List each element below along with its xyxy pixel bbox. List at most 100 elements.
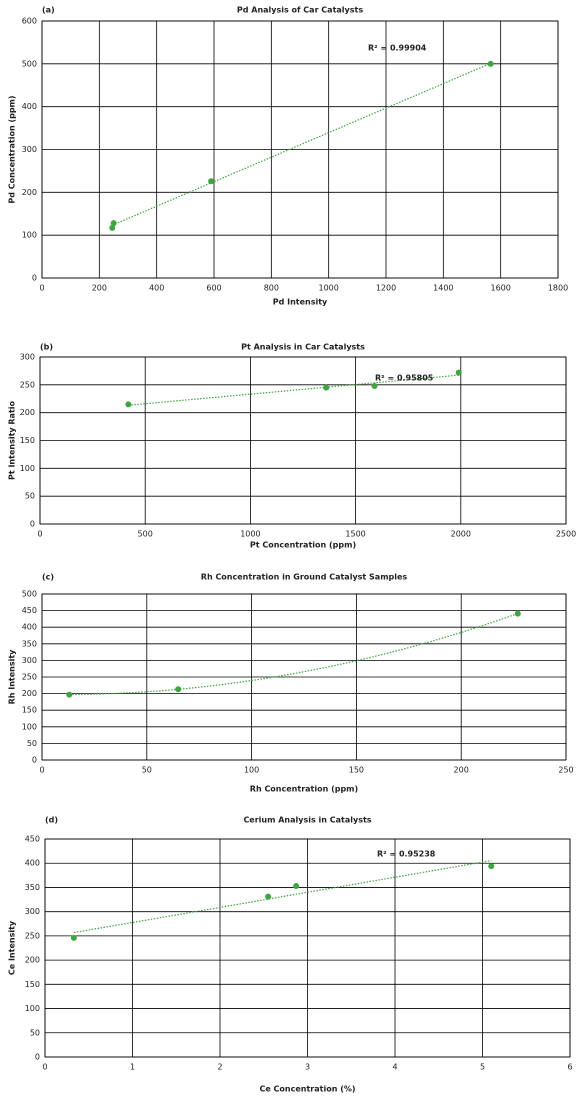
x-tick-label: 150 [349, 766, 364, 775]
panel-label: (d) [45, 816, 58, 825]
x-axis-label: Pd Intensity [273, 298, 328, 307]
x-tick-label: 2000 [451, 530, 471, 539]
y-tick-label: 100 [22, 722, 37, 731]
data-point [70, 934, 77, 941]
x-tick-label: 200 [92, 284, 107, 293]
x-tick-label: 1500 [345, 530, 365, 539]
x-tick-label: 0 [37, 530, 42, 539]
y-tick-label: 250 [22, 673, 37, 682]
x-tick-label: 100 [244, 766, 259, 775]
trendline [128, 374, 459, 406]
data-point [293, 882, 300, 889]
x-tick-label: 400 [149, 284, 164, 293]
trendline [111, 62, 491, 226]
x-tick-label: 1000 [318, 284, 338, 293]
x-tick-label: 50 [142, 766, 152, 775]
y-axis-label: Rh Intensity [8, 649, 17, 705]
y-tick-label: 0 [35, 1053, 40, 1062]
y-tick-label: 0 [32, 756, 37, 765]
y-tick-label: 150 [25, 980, 40, 989]
x-tick-label: 200 [454, 766, 469, 775]
y-tick-label: 150 [22, 706, 37, 715]
x-tick-label: 0 [42, 1063, 47, 1072]
x-tick-label: 1600 [490, 284, 510, 293]
data-point [455, 369, 462, 376]
x-tick-label: 800 [264, 284, 279, 293]
panel-label: (b) [40, 343, 53, 352]
x-tick-label: 600 [206, 284, 221, 293]
data-point [109, 224, 116, 231]
chart-title: Cerium Analysis in Catalysts [243, 816, 371, 825]
y-tick-label: 500 [22, 59, 37, 68]
y-tick-label: 350 [25, 883, 40, 892]
data-point [514, 610, 521, 617]
x-tick-label: 3 [305, 1063, 310, 1072]
data-point [487, 60, 494, 67]
y-tick-label: 300 [20, 353, 35, 362]
plot-frame [41, 593, 567, 761]
x-tick-label: 1000 [240, 530, 260, 539]
x-tick-label: 1800 [548, 284, 568, 293]
panel-label: (c) [42, 573, 54, 582]
x-tick-label: 2 [217, 1063, 222, 1072]
y-tick-label: 300 [25, 907, 40, 916]
y-tick-label: 50 [30, 1028, 40, 1037]
x-tick-label: 500 [138, 530, 153, 539]
y-tick-label: 100 [25, 1004, 40, 1013]
y-tick-label: 50 [27, 739, 37, 748]
data-point [323, 384, 330, 391]
y-tick-label: 300 [22, 656, 37, 665]
y-tick-label: 200 [22, 188, 37, 197]
r-squared: R² = 0.95805 [375, 374, 434, 383]
x-axis-label: Ce Concentration (%) [259, 1085, 355, 1094]
y-tick-label: 450 [22, 606, 37, 615]
x-tick-label: 5 [480, 1063, 485, 1072]
data-point [110, 220, 117, 227]
x-tick-label: 250 [558, 766, 573, 775]
y-tick-label: 400 [22, 623, 37, 632]
y-tick-label: 150 [20, 436, 35, 445]
plot-frame [41, 20, 559, 279]
y-tick-label: 250 [25, 931, 40, 940]
data-point [371, 382, 378, 389]
y-tick-label: 400 [22, 102, 37, 111]
x-tick-label: 4 [392, 1063, 397, 1072]
x-axis-label: Pt Concentration (ppm) [250, 541, 356, 550]
x-tick-label: 1 [130, 1063, 135, 1072]
y-tick-label: 200 [20, 408, 35, 417]
panel-label: (a) [42, 6, 55, 15]
y-tick-label: 300 [22, 145, 37, 154]
x-axis-label: Rh Concentration (ppm) [250, 785, 358, 794]
y-tick-label: 100 [20, 464, 35, 473]
data-point [125, 401, 132, 408]
y-axis-label: Pt Intensity Ratio [8, 400, 17, 480]
r-squared: R² = 0.99904 [368, 44, 427, 53]
x-tick-label: 2500 [556, 530, 576, 539]
data-point [488, 863, 495, 870]
y-tick-label: 500 [22, 590, 37, 599]
chart-title: Rh Concentration in Ground Catalyst Samp… [201, 573, 408, 582]
x-tick-label: 0 [39, 284, 44, 293]
y-axis-label: Pd Concentration (ppm) [8, 95, 17, 203]
y-tick-label: 450 [25, 835, 40, 844]
x-tick-label: 1200 [376, 284, 396, 293]
y-tick-label: 100 [22, 231, 37, 240]
x-tick-label: 1400 [433, 284, 453, 293]
r-squared: R² = 0.95238 [377, 850, 436, 859]
y-axis-label: Ce Intensity [8, 920, 17, 975]
chart-title: Pd Analysis of Car Catalysts [237, 6, 363, 15]
plot-frame [44, 838, 571, 1058]
y-tick-label: 200 [25, 956, 40, 965]
x-tick-label: 6 [567, 1063, 572, 1072]
data-point [175, 686, 182, 693]
y-tick-label: 600 [22, 17, 37, 26]
y-tick-label: 0 [30, 520, 35, 529]
y-tick-label: 200 [22, 689, 37, 698]
data-point [265, 893, 272, 900]
trendline [73, 860, 492, 934]
y-tick-label: 50 [25, 492, 35, 501]
y-tick-label: 0 [32, 274, 37, 283]
y-tick-label: 400 [25, 859, 40, 868]
